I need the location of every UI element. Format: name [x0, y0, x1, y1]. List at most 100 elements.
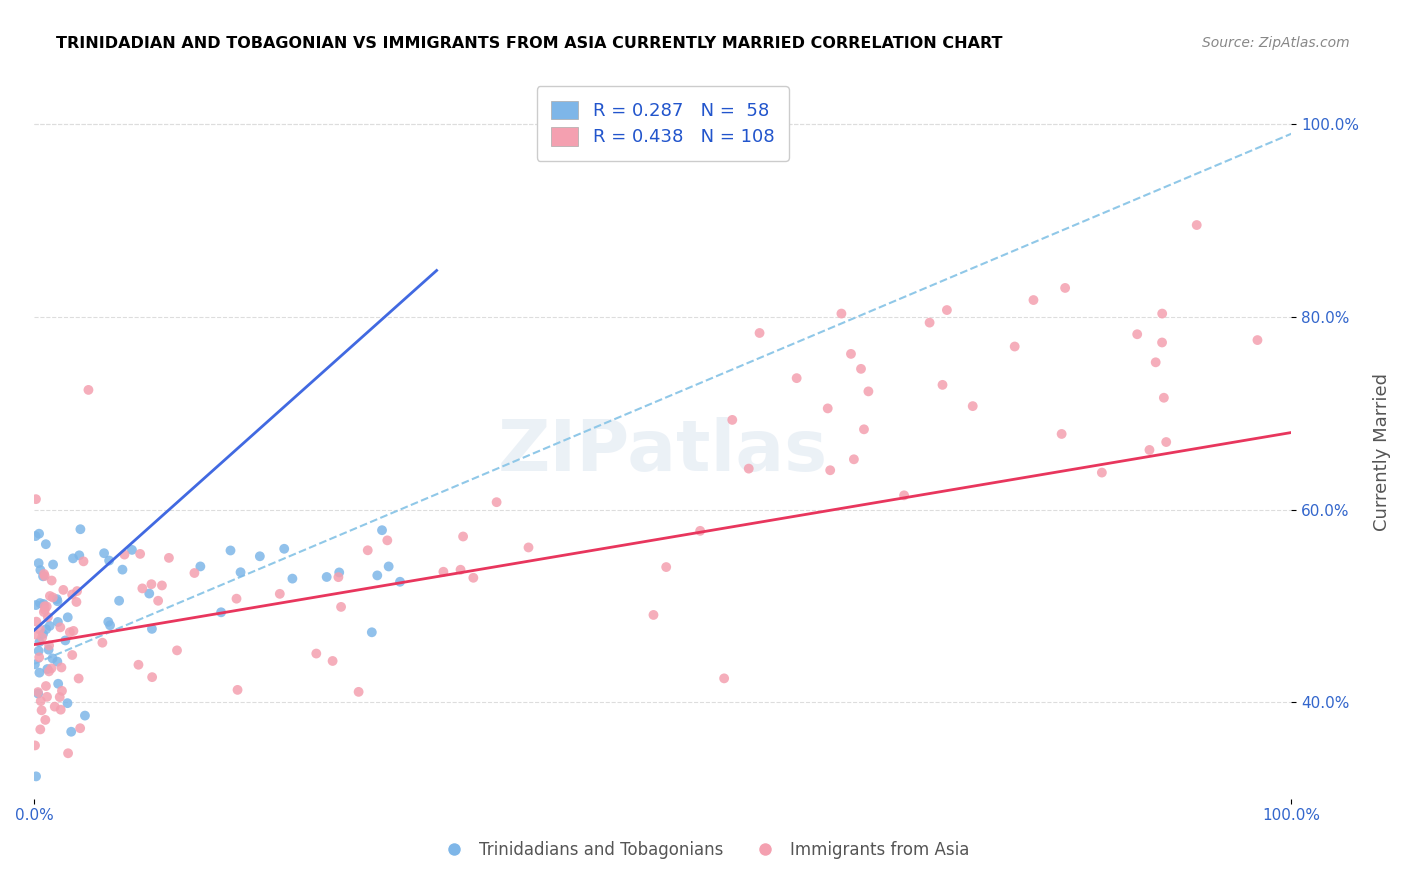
Point [30, 563, 52, 577]
Point [35, 599, 58, 614]
Point [219, 543, 242, 558]
Point [27, 687, 49, 701]
Point [918, 316, 941, 330]
Text: Source: ZipAtlas.com: Source: ZipAtlas.com [1202, 36, 1350, 50]
Point [121, 542, 143, 557]
Point [249, 549, 271, 564]
Point [138, 586, 160, 600]
Point [748, 326, 770, 340]
Point [37, 610, 59, 624]
Point [347, 685, 370, 699]
Point [366, 568, 388, 582]
Point [225, 591, 247, 606]
Point [24, 627, 46, 641]
Point [1139, 442, 1161, 457]
Point [360, 625, 382, 640]
Point [60, 587, 83, 601]
Point [77, 383, 100, 397]
Point [66, 584, 89, 599]
Point [27, 685, 49, 699]
Point [28, 635, 51, 649]
Point [25, 615, 48, 629]
Point [209, 605, 232, 619]
Point [34, 713, 56, 727]
Point [32, 566, 55, 581]
Point [643, 607, 665, 622]
Point [41, 661, 63, 675]
Point [31, 631, 53, 645]
Point [451, 529, 474, 543]
Point [42, 591, 65, 605]
Point [1050, 426, 1073, 441]
Point [62, 551, 84, 566]
Point [24, 739, 46, 753]
Point [273, 541, 295, 556]
Point [28, 596, 51, 610]
Point [91, 636, 114, 650]
Point [97, 615, 120, 629]
Point [52, 582, 75, 597]
Point [817, 401, 839, 416]
Point [38, 642, 60, 657]
Point [48, 690, 70, 704]
Y-axis label: Currently Married: Currently Married [1374, 373, 1391, 531]
Point [150, 578, 173, 592]
Point [839, 347, 862, 361]
Point [24, 657, 46, 672]
Point [1153, 391, 1175, 405]
Text: TRINIDADIAN AND TOBAGONIAN VS IMMIGRANTS FROM ASIA CURRENTLY MARRIED CORRELATION: TRINIDADIAN AND TOBAGONIAN VS IMMIGRANTS… [56, 36, 1002, 51]
Point [127, 657, 149, 672]
Point [69, 721, 91, 735]
Point [1152, 307, 1174, 321]
Point [98, 553, 121, 567]
Point [375, 533, 398, 548]
Point [24, 529, 46, 543]
Point [962, 399, 984, 413]
Point [141, 670, 163, 684]
Point [38, 639, 60, 653]
Point [32, 605, 55, 619]
Point [328, 570, 350, 584]
Point [432, 565, 454, 579]
Point [377, 559, 399, 574]
Point [226, 682, 249, 697]
Point [330, 599, 353, 614]
Point [32, 597, 55, 611]
Point [31, 703, 53, 717]
Point [73, 708, 96, 723]
Point [141, 622, 163, 636]
Point [32, 627, 55, 641]
Point [32, 569, 55, 583]
Point [842, 452, 865, 467]
Point [111, 563, 134, 577]
Point [30, 723, 52, 737]
Point [166, 643, 188, 657]
Point [51, 660, 73, 674]
Point [485, 495, 508, 509]
Point [852, 422, 875, 436]
Point [389, 574, 412, 589]
Point [44, 699, 66, 714]
Point [49, 703, 72, 717]
Point [738, 461, 761, 475]
Point [305, 647, 328, 661]
Point [65, 595, 87, 609]
Point [141, 577, 163, 591]
Point [67, 549, 90, 563]
Legend: Trinidadians and Tobagonians, Immigrants from Asia: Trinidadians and Tobagonians, Immigrants… [430, 835, 976, 866]
Point [59, 625, 82, 640]
Point [46, 594, 69, 608]
Point [93, 546, 115, 560]
Point [67, 672, 90, 686]
Point [830, 307, 852, 321]
Point [27, 644, 49, 658]
Point [281, 572, 304, 586]
Point [28, 665, 51, 680]
Point [1004, 339, 1026, 353]
Point [98, 618, 121, 632]
Point [62, 624, 84, 638]
Point [357, 543, 380, 558]
Point [1144, 355, 1167, 369]
Point [46, 615, 69, 629]
Point [269, 587, 291, 601]
